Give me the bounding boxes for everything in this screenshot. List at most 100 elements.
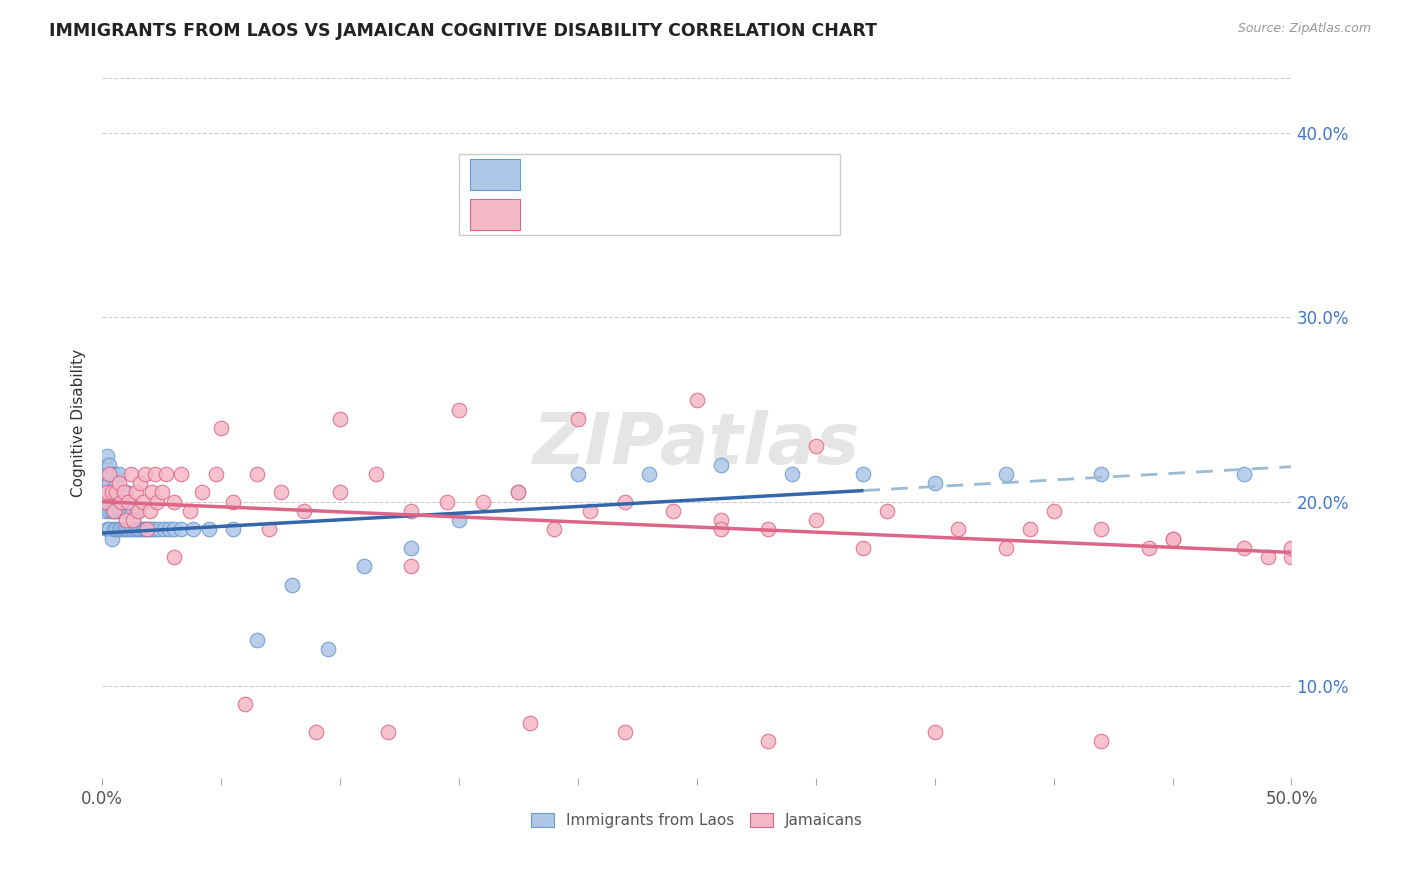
Point: [93, 458, 115, 472]
Point: [447, 402, 470, 417]
Point: [131, 494, 153, 508]
Point: [120, 504, 142, 518]
Point: [98, 467, 121, 481]
Point: [353, 559, 375, 574]
Point: [96, 467, 118, 481]
Point: [127, 504, 149, 518]
Point: [112, 522, 135, 536]
Point: [103, 485, 125, 500]
Point: [127, 522, 149, 536]
Point: [292, 504, 315, 518]
Point: [508, 485, 530, 500]
Point: [155, 467, 177, 481]
Point: [191, 485, 214, 500]
Point: [852, 467, 875, 481]
Point: [108, 504, 131, 518]
Point: [1018, 522, 1040, 536]
Point: [115, 504, 138, 518]
Point: [924, 725, 946, 739]
Point: [110, 485, 132, 500]
Point: [98, 458, 121, 472]
Point: [108, 476, 131, 491]
Point: [122, 522, 145, 536]
Point: [139, 504, 162, 518]
Point: [205, 467, 228, 481]
Point: [110, 504, 132, 518]
Point: [614, 494, 637, 508]
Point: [170, 467, 193, 481]
Text: IMMIGRANTS FROM LAOS VS JAMAICAN COGNITIVE DISABILITY CORRELATION CHART: IMMIGRANTS FROM LAOS VS JAMAICAN COGNITI…: [49, 22, 877, 40]
Point: [270, 485, 292, 500]
Point: [134, 522, 156, 536]
Point: [1042, 504, 1064, 518]
Point: [120, 522, 142, 536]
Point: [124, 522, 146, 536]
Point: [98, 476, 121, 491]
Point: [103, 504, 125, 518]
Point: [198, 522, 221, 536]
Point: [804, 513, 827, 527]
Point: [567, 467, 589, 481]
Point: [447, 513, 470, 527]
Point: [100, 485, 122, 500]
Point: [105, 476, 128, 491]
Point: [543, 522, 565, 536]
Point: [110, 522, 132, 536]
Point: [401, 504, 423, 518]
Point: [1257, 549, 1279, 564]
Point: [120, 467, 142, 481]
Point: [100, 485, 122, 500]
Point: [710, 522, 733, 536]
Point: [108, 467, 131, 481]
Point: [115, 522, 138, 536]
Point: [1233, 467, 1256, 481]
Y-axis label: Cognitive Disability: Cognitive Disability: [72, 350, 86, 498]
Point: [578, 504, 600, 518]
Point: [1161, 532, 1184, 546]
Point: [995, 541, 1018, 555]
Point: [710, 458, 733, 472]
Point: [638, 467, 661, 481]
Point: [686, 393, 709, 408]
Point: [143, 467, 166, 481]
Point: [110, 494, 132, 508]
Point: [162, 522, 184, 536]
Point: [96, 485, 118, 500]
Legend: Immigrants from Laos, Jamaicans: Immigrants from Laos, Jamaicans: [524, 807, 869, 834]
Point: [1090, 467, 1112, 481]
Point: [100, 532, 122, 546]
Point: [257, 522, 280, 536]
Point: [148, 522, 170, 536]
Point: [162, 494, 184, 508]
Point: [131, 522, 153, 536]
Point: [129, 476, 152, 491]
Point: [124, 485, 146, 500]
Point: [108, 485, 131, 500]
Point: [710, 513, 733, 527]
Point: [662, 504, 685, 518]
Point: [1281, 541, 1303, 555]
Point: [98, 522, 121, 536]
Point: [112, 504, 135, 518]
Point: [108, 522, 131, 536]
Point: [93, 476, 115, 491]
Point: [146, 494, 169, 508]
Point: [1090, 734, 1112, 748]
Point: [103, 467, 125, 481]
Point: [246, 632, 269, 647]
Point: [329, 411, 352, 425]
Point: [1281, 549, 1303, 564]
Point: [105, 485, 128, 500]
Point: [209, 421, 232, 435]
Point: [122, 513, 145, 527]
Point: [401, 559, 423, 574]
Point: [103, 504, 125, 518]
Point: [139, 522, 162, 536]
Point: [141, 485, 163, 500]
Point: [804, 439, 827, 453]
Point: [852, 541, 875, 555]
Point: [1161, 532, 1184, 546]
Point: [96, 494, 118, 508]
Point: [127, 504, 149, 518]
Point: [98, 504, 121, 518]
